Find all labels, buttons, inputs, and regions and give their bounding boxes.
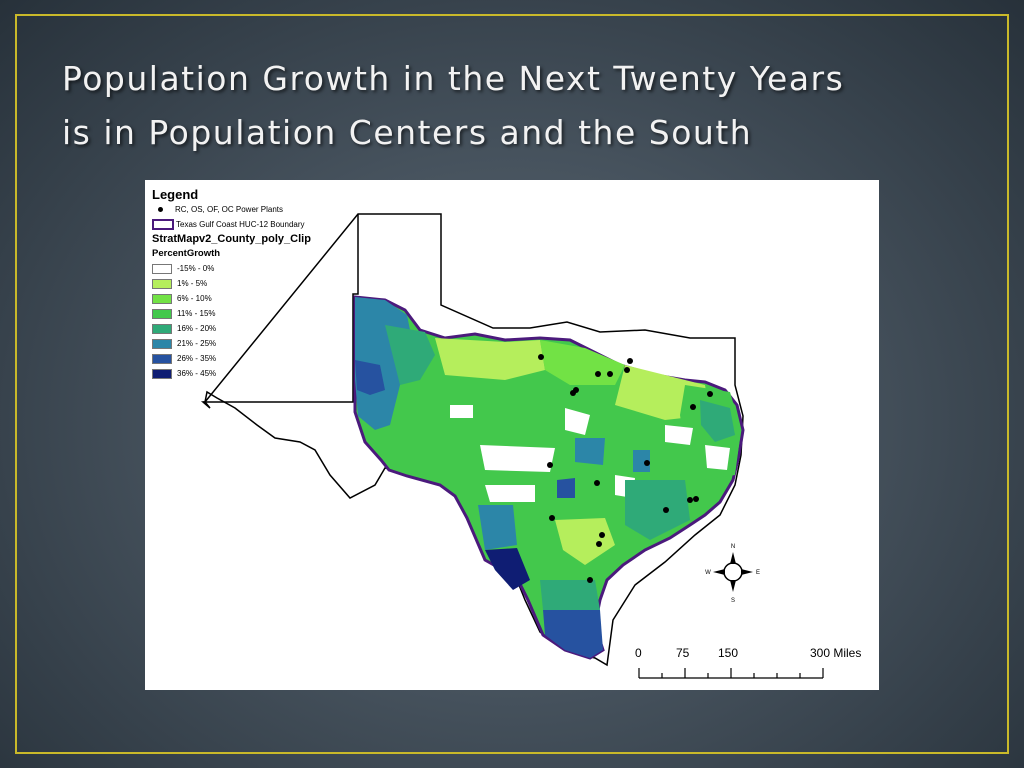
north-arrow-e: E <box>756 570 760 576</box>
map-panel: N S W E Legend RC, OS, OF, OC Power Plan… <box>145 180 879 690</box>
power-plant-point <box>595 371 601 377</box>
legend-class-row: 11% - 15% <box>152 306 311 321</box>
power-plant-point <box>538 354 544 360</box>
scale-label-0: 0 <box>635 646 642 660</box>
county-white-5 <box>665 425 693 445</box>
legend-class-label: 21% - 25% <box>177 339 217 348</box>
county-blue-east-central <box>633 450 650 472</box>
texas-state-outline <box>200 213 744 667</box>
power-plant-point <box>687 497 693 503</box>
north-arrow-s: S <box>731 598 735 604</box>
power-plant-point <box>587 577 593 583</box>
county-white-6 <box>705 445 730 470</box>
county-region-east-teal <box>700 400 735 442</box>
north-arrow-w: W <box>705 570 711 576</box>
legend-class-swatch <box>152 293 172 304</box>
legend-huc-boundary: Texas Gulf Coast HUC-12 Boundary <box>152 217 311 232</box>
legend-class-swatch <box>152 308 172 319</box>
power-plant-point <box>570 390 576 396</box>
county-region-south-light <box>555 518 615 565</box>
legend-class-swatch <box>152 323 172 334</box>
power-plant-point <box>627 358 633 364</box>
north-arrow: N S W E <box>705 544 760 604</box>
county-fills <box>355 297 741 658</box>
texas-map: N S W E <box>200 213 824 679</box>
power-plant-point <box>707 391 713 397</box>
county-region-west-teal <box>385 325 435 385</box>
county-white-2 <box>480 445 555 472</box>
texas-west-outline <box>203 214 359 403</box>
legend-class-swatch <box>152 368 172 379</box>
scale-bar <box>638 668 824 679</box>
legend-class-row: 16% - 20% <box>152 321 311 336</box>
county-blue-central <box>575 438 605 465</box>
legend-class-row: 21% - 25% <box>152 336 311 351</box>
power-plant-point <box>599 532 605 538</box>
scale-label-75: 75 <box>676 646 690 660</box>
power-plant-symbol <box>158 207 163 212</box>
power-plant-point <box>644 460 650 466</box>
legend-class-swatch <box>152 263 172 274</box>
legend-title: Legend <box>152 187 199 202</box>
county-white-4 <box>565 408 590 435</box>
power-plant-point <box>690 404 696 410</box>
legend-class-label: 11% - 15% <box>177 309 216 318</box>
power-plant-point <box>693 496 699 502</box>
power-plant-points <box>538 354 713 583</box>
power-plant-point <box>663 507 669 513</box>
county-region-south-blue <box>478 505 517 550</box>
legend-class-label: -15% - 0% <box>177 264 215 273</box>
power-plant-point <box>547 462 553 468</box>
county-white-3 <box>485 485 535 502</box>
power-plant-point <box>607 371 613 377</box>
legend-class-swatch <box>152 338 172 349</box>
legend-class-label: 1% - 5% <box>177 279 208 288</box>
county-region-north-mid <box>540 340 625 385</box>
slide-frame <box>15 14 1009 754</box>
legend-class-swatch <box>152 353 172 364</box>
title-line-1: Population Growth in the Next Twenty Yea… <box>62 59 845 98</box>
county-region-south-darkblue <box>485 548 530 590</box>
county-region-south-coast <box>540 580 600 610</box>
county-darkblue-central <box>557 478 575 498</box>
legend-huc-label: Texas Gulf Coast HUC-12 Boundary <box>176 220 305 229</box>
legend-power-plants-label: RC, OS, OF, OC Power Plants <box>175 205 284 214</box>
county-white-1 <box>450 405 473 418</box>
north-arrow-n: N <box>731 544 735 550</box>
county-region-west-dark <box>355 360 385 395</box>
legend-class-label: 36% - 45% <box>177 369 217 378</box>
county-region-south-teal <box>625 480 690 540</box>
legend-class-swatch <box>152 278 172 289</box>
county-region-south-tip <box>543 610 603 658</box>
legend-class-row: -15% - 0% <box>152 261 311 276</box>
legend-class-row: 26% - 35% <box>152 351 311 366</box>
legend-classes: -15% - 0% 1% - 5% 6% - 10% 11% - 15% 16% - 2… <box>152 261 311 381</box>
county-region-north-light <box>435 338 545 380</box>
legend-class-label: 26% - 35% <box>177 354 217 363</box>
map-legend: Legend RC, OS, OF, OC Power Plants Texas… <box>152 187 311 381</box>
power-plant-point <box>594 480 600 486</box>
legend-layer-name: StratMapv2_County_poly_Clip <box>152 233 311 245</box>
power-plant-point <box>624 367 630 373</box>
legend-class-row: 1% - 5% <box>152 276 311 291</box>
slide-title: Population Growth in the Next Twenty Yea… <box>62 52 962 160</box>
legend-power-plants: RC, OS, OF, OC Power Plants <box>152 202 311 217</box>
legend-class-label: 6% - 10% <box>177 294 212 303</box>
title-line-2: is in Population Centers and the South <box>62 113 753 152</box>
huc-boundary-symbol <box>152 219 174 230</box>
legend-class-row: 36% - 45% <box>152 366 311 381</box>
legend-class-label: 16% - 20% <box>177 324 217 333</box>
power-plant-point <box>549 515 555 521</box>
scale-label-300: 300 Miles <box>810 646 862 660</box>
scale-label-150: 150 <box>718 646 739 660</box>
power-plant-point <box>596 541 602 547</box>
legend-class-row: 6% - 10% <box>152 291 311 306</box>
legend-field-name: PercentGrowth <box>152 248 221 259</box>
